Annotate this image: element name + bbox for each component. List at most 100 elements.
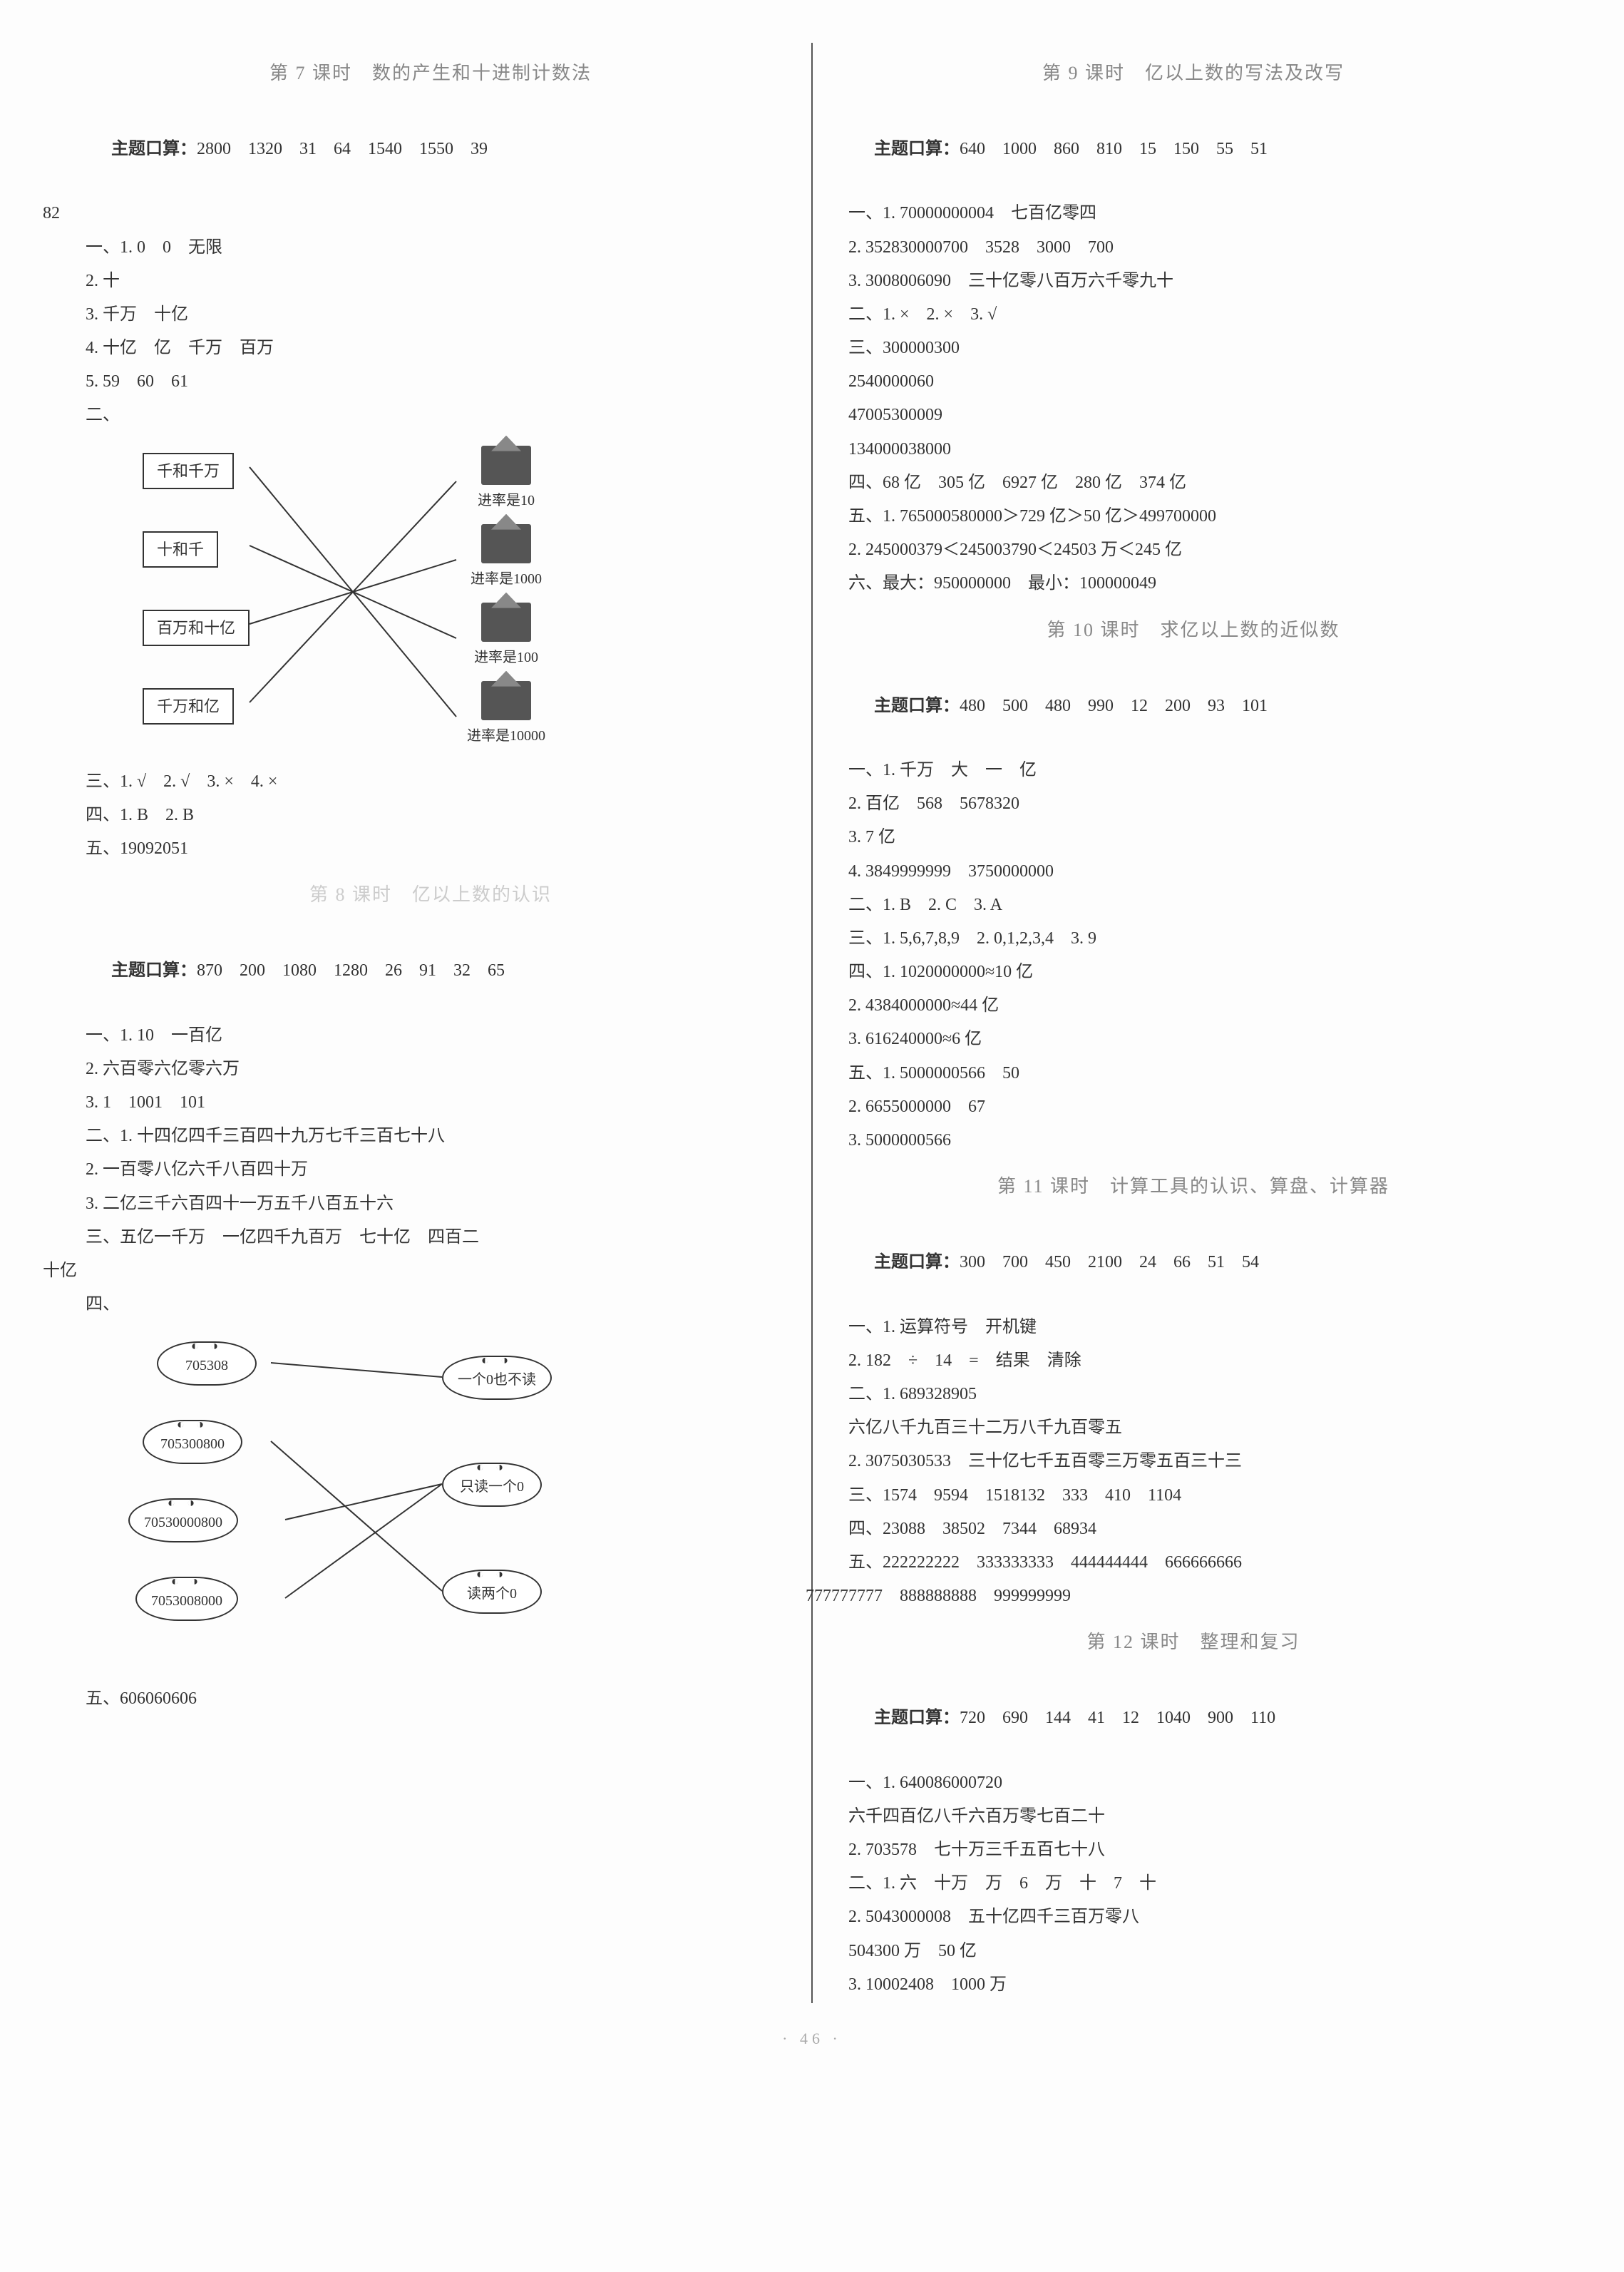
cloud-text: 读两个0 — [467, 1586, 517, 1602]
lesson10-l6: 三、1. 5,6,7,8,9 2. 0,1,2,3,4 3. 9 — [848, 923, 1538, 954]
lesson9-l11: 2. 245000379＜245003790＜24503 万＜245 亿 — [848, 535, 1538, 566]
lesson9-l10: 五、1. 765000580000＞729 亿＞50 亿＞499700000 — [848, 501, 1538, 532]
mailbox-label-1: 进率是1000 — [456, 566, 556, 592]
cloud-left-0: ◐ ◑705308 — [157, 1341, 257, 1386]
lesson12-l5: 2. 5043000008 五十亿四千三百万零八 — [848, 1902, 1538, 1933]
cloud-text: 只读一个0 — [460, 1479, 524, 1495]
lesson11-l2: 2. 182 ÷ 14 = 结果 清除 — [848, 1346, 1538, 1376]
cloud-text: 一个0也不读 — [458, 1372, 536, 1388]
lesson12-l3: 2. 703578 七十万三千五百七十八 — [848, 1835, 1538, 1866]
lesson10-l5: 二、1. B 2. C 3. A — [848, 890, 1538, 921]
left-column: 第 7 课时 数的产生和十进制计数法 主题口算：2800 1320 31 64 … — [86, 43, 776, 2003]
lesson9-l1: 一、1. 70000000004 七百亿零四 — [848, 198, 1538, 229]
env-box-0: 千和千万 — [143, 453, 234, 490]
kousuan-label: 主题口算： — [111, 961, 197, 980]
lesson7-l9: 五、19092051 — [86, 834, 776, 864]
mailbox-icon — [481, 446, 531, 485]
kousuan-label: 主题口算： — [874, 1709, 960, 1727]
lesson8-l2: 2. 六百零六亿零六万 — [86, 1054, 776, 1085]
kousuan-values: 870 200 1080 1280 26 91 32 65 — [197, 961, 505, 980]
kousuan-label: 主题口算： — [874, 697, 960, 715]
cloud-right-0: ◐ ◑一个0也不读 — [442, 1356, 552, 1400]
mailbox-label-2: 进率是100 — [456, 645, 556, 670]
mailbox-0: 进率是10 — [456, 446, 556, 510]
lesson11-l6: 三、1574 9594 1518132 333 410 1104 — [848, 1480, 1538, 1511]
lesson7-diagram: 千和千万 十和千 百万和十亿 千万和亿 进率是10 进率是1000 进率是100… — [86, 439, 776, 752]
lesson8-diagram: ◐ ◑705308 ◐ ◑705300800 ◐ ◑70530000800 ◐ … — [86, 1327, 776, 1669]
mailbox-icon — [481, 524, 531, 563]
lesson7-l8: 四、1. B 2. B — [86, 800, 776, 831]
lesson10-l1: 一、1. 千万 大 一 亿 — [848, 755, 1538, 786]
lesson9-l8: 134000038000 — [848, 434, 1538, 465]
lesson10-l11: 2. 6655000000 67 — [848, 1092, 1538, 1122]
lesson8-l8: 四、 — [86, 1289, 776, 1320]
lesson9-title: 第 9 课时 亿以上数的写法及改写 — [848, 57, 1538, 91]
lesson8-title: 第 8 课时 亿以上数的认识 — [86, 879, 776, 912]
lesson7-title: 第 7 课时 数的产生和十进制计数法 — [86, 57, 776, 91]
lesson8-l3: 3. 1 1001 101 — [86, 1088, 776, 1118]
lesson7-l4: 4. 十亿 亿 千万 百万 — [86, 333, 776, 364]
lesson12-l6: 504300 万 50 亿 — [848, 1936, 1538, 1967]
kousuan-label: 主题口算： — [874, 1253, 960, 1271]
lesson7-l7: 三、1. √ 2. √ 3. × 4. × — [86, 767, 776, 797]
kousuan-values: 480 500 480 990 12 200 93 101 — [960, 697, 1268, 715]
lesson12-kousuan: 主题口算：720 690 144 41 12 1040 900 110 — [848, 1672, 1538, 1765]
lesson10-l4: 4. 3849999999 3750000000 — [848, 856, 1538, 887]
lesson8-l6: 3. 二亿三千六百四十一万五千八百五十六 — [86, 1189, 776, 1219]
lesson11-kousuan: 主题口算：300 700 450 2100 24 66 51 54 — [848, 1217, 1538, 1309]
lesson8-l7: 三、五亿一千万 一亿四千九百万 七十亿 四百二 — [86, 1222, 776, 1253]
lesson7-kousuan: 主题口算：2800 1320 31 64 1540 1550 39 — [86, 103, 776, 196]
lesson11-l7: 四、23088 38502 7344 68934 — [848, 1514, 1538, 1545]
cloud-right-1: ◐ ◑只读一个0 — [442, 1463, 542, 1507]
mailbox-2: 进率是100 — [456, 603, 556, 667]
lesson9-l12: 六、最大：950000000 最小：100000049 — [848, 568, 1538, 599]
cloud-text: 70530000800 — [144, 1515, 222, 1530]
kousuan-values: 720 690 144 41 12 1040 900 110 — [960, 1709, 1275, 1727]
env-box-2: 百万和十亿 — [143, 610, 250, 647]
lesson8-kousuan: 主题口算：870 200 1080 1280 26 91 32 65 — [86, 925, 776, 1018]
lesson12-l4: 二、1. 六 十万 万 6 万 十 7 十 — [848, 1868, 1538, 1899]
mailbox-label-3: 进率是10000 — [456, 723, 556, 749]
lesson8-l5: 2. 一百零八亿六千八百四十万 — [86, 1155, 776, 1185]
mailbox-icon — [481, 681, 531, 720]
kousuan-values: 640 1000 860 810 15 150 55 51 — [960, 140, 1268, 158]
lesson7-l3: 3. 千万 十亿 — [86, 300, 776, 330]
lesson12-l7: 3. 10002408 1000 万 — [848, 1970, 1538, 2000]
lesson10-l7: 四、1. 1020000000≈10 亿 — [848, 957, 1538, 988]
lesson10-l8: 2. 4384000000≈44 亿 — [848, 991, 1538, 1021]
lesson8-l7b: 十亿 — [43, 1256, 776, 1286]
column-divider — [811, 43, 813, 2003]
lesson8-l9: 五、606060606 — [86, 1684, 776, 1714]
lesson7-kousuan-tail: 82 — [43, 198, 776, 229]
mailbox-1: 进率是1000 — [456, 524, 556, 588]
lesson10-l3: 3. 7 亿 — [848, 822, 1538, 853]
lesson11-title: 第 11 课时 计算工具的认识、算盘、计算器 — [848, 1170, 1538, 1204]
cloud-left-3: ◐ ◑7053008000 — [135, 1577, 238, 1621]
lesson9-kousuan: 主题口算：640 1000 860 810 15 150 55 51 — [848, 103, 1538, 196]
lesson11-l5: 2. 3075030533 三十亿七千五百零三万零五百三十三 — [848, 1446, 1538, 1477]
kousuan-values: 300 700 450 2100 24 66 51 54 — [960, 1253, 1259, 1271]
page-container: 第 7 课时 数的产生和十进制计数法 主题口算：2800 1320 31 64 … — [86, 43, 1538, 2003]
cloud-left-2: ◐ ◑70530000800 — [128, 1498, 238, 1542]
env-box-1: 十和千 — [143, 531, 218, 568]
lesson10-l10: 五、1. 5000000566 50 — [848, 1058, 1538, 1089]
lesson7-l2: 2. 十 — [86, 266, 776, 297]
lesson9-l9: 四、68 亿 305 亿 6927 亿 280 亿 374 亿 — [848, 468, 1538, 498]
lesson7-l1: 一、1. 0 0 无限 — [86, 232, 776, 263]
cloud-text: 705300800 — [160, 1436, 225, 1452]
lesson9-l6: 2540000060 — [848, 367, 1538, 397]
env-box-3: 千万和亿 — [143, 688, 234, 725]
cloud-left-1: ◐ ◑705300800 — [143, 1420, 242, 1464]
kousuan-values: 2800 1320 31 64 1540 1550 39 — [197, 140, 488, 158]
lesson7-l6: 二、 — [86, 400, 776, 431]
lesson8-l4: 二、1. 十四亿四千三百四十九万七千三百七十八 — [86, 1121, 776, 1152]
lesson12-l2: 六千四百亿八千六百万零七百二十 — [848, 1801, 1538, 1832]
lesson12-title: 第 12 课时 整理和复习 — [848, 1626, 1538, 1659]
mailbox-label-0: 进率是10 — [456, 488, 556, 513]
lesson11-l8: 五、222222222 333333333 444444444 66666666… — [848, 1547, 1538, 1578]
lesson7-l5: 5. 59 60 61 — [86, 367, 776, 397]
cloud-text: 7053008000 — [151, 1593, 222, 1609]
lesson9-l2: 2. 352830000700 3528 3000 700 — [848, 232, 1538, 263]
kousuan-label: 主题口算： — [874, 140, 960, 158]
lesson11-l1: 一、1. 运算符号 开机键 — [848, 1312, 1538, 1343]
